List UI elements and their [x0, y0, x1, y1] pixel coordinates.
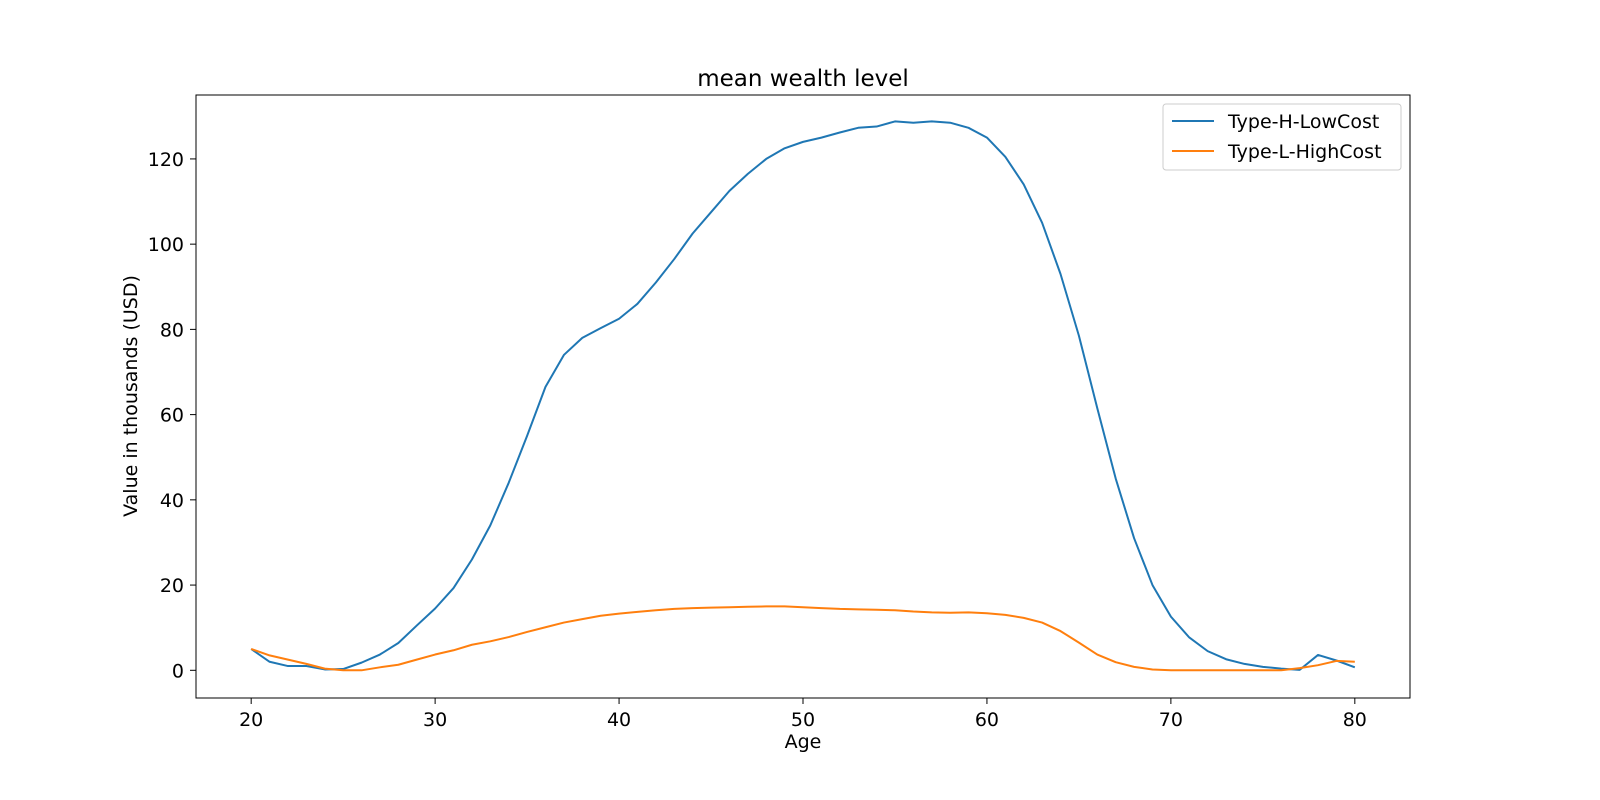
y-tick-label: 40 [160, 490, 184, 512]
x-tick-label: 80 [1343, 709, 1367, 731]
legend-box [1162, 103, 1402, 171]
x-tick-label: 20 [239, 709, 263, 731]
y-tick-label: 100 [148, 234, 184, 256]
y-axis-label: Value in thousands (USD) [120, 275, 142, 517]
y-tick-label: 0 [172, 660, 184, 682]
y-tick-label: 120 [148, 149, 184, 171]
y-tick-label: 60 [160, 405, 184, 427]
x-tick-label: 60 [975, 709, 999, 731]
chart-title: mean wealth level [697, 66, 909, 92]
legend-label-type-l-highcost: Type-L-HighCost [1227, 141, 1382, 163]
series-line-type-l-highcost [250, 605, 1355, 672]
x-tick-label: 50 [791, 709, 815, 731]
x-tick-label: 70 [1159, 709, 1183, 731]
series-line-type-h-lowcost [250, 120, 1356, 671]
y-axis: 0 20 40 60 80 100 120 [148, 149, 196, 682]
x-tick-label: 30 [423, 709, 447, 731]
legend-label-type-h-lowcost: Type-H-LowCost [1227, 111, 1379, 133]
legend: Type-H-LowCost Type-L-HighCost [1162, 103, 1402, 171]
x-axis: 20 30 40 50 60 70 80 [239, 698, 1367, 731]
series-layer [250, 120, 1356, 672]
x-tick-label: 40 [607, 709, 631, 731]
y-tick-label: 80 [160, 319, 184, 341]
y-tick-label: 20 [160, 575, 184, 597]
x-axis-label: Age [785, 731, 822, 753]
